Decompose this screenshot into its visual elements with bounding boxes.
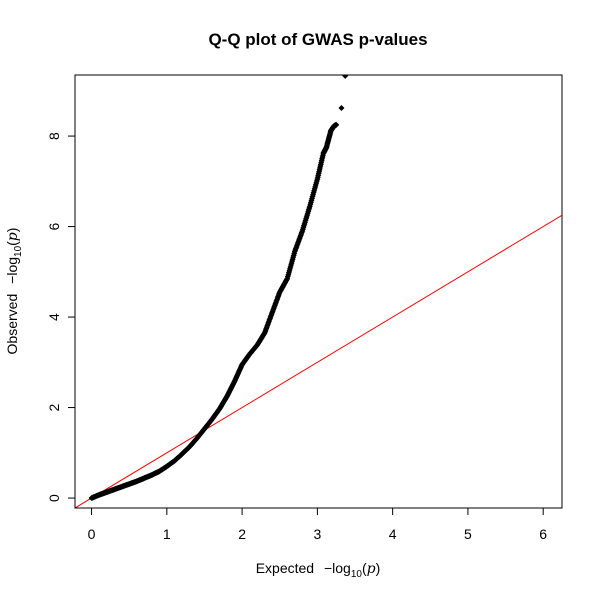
- data-points: [88, 75, 349, 502]
- y-tick-label: 6: [46, 222, 62, 230]
- x-tick-label: 5: [464, 526, 472, 542]
- x-tick-label: 2: [238, 526, 246, 542]
- x-axis: 0 1 2 3 4 5 6: [88, 507, 547, 542]
- x-axis-label: Expected −log10(p): [256, 560, 381, 580]
- x-tick-label: 1: [163, 526, 171, 542]
- y-axis: 0 2 4 6 8: [46, 132, 76, 502]
- x-tick-label: 4: [389, 526, 397, 542]
- y-tick-label: 0: [46, 494, 62, 502]
- y-tick-label: 8: [46, 132, 62, 140]
- data-point: [342, 75, 349, 79]
- plot-area: [74, 74, 563, 509]
- y-tick-label: 2: [46, 403, 62, 411]
- plot-frame: [74, 74, 563, 509]
- x-tick-label: 3: [313, 526, 321, 542]
- data-point: [333, 121, 340, 128]
- y-axis-label: Observed −log10(p): [4, 228, 24, 355]
- y-tick-label: 4: [46, 313, 62, 321]
- reference-line: [75, 214, 562, 508]
- x-tick-label: 0: [88, 526, 96, 542]
- x-tick-label: 6: [539, 526, 547, 542]
- chart-title: Q-Q plot of GWAS p-values: [208, 30, 427, 49]
- data-point: [338, 105, 345, 112]
